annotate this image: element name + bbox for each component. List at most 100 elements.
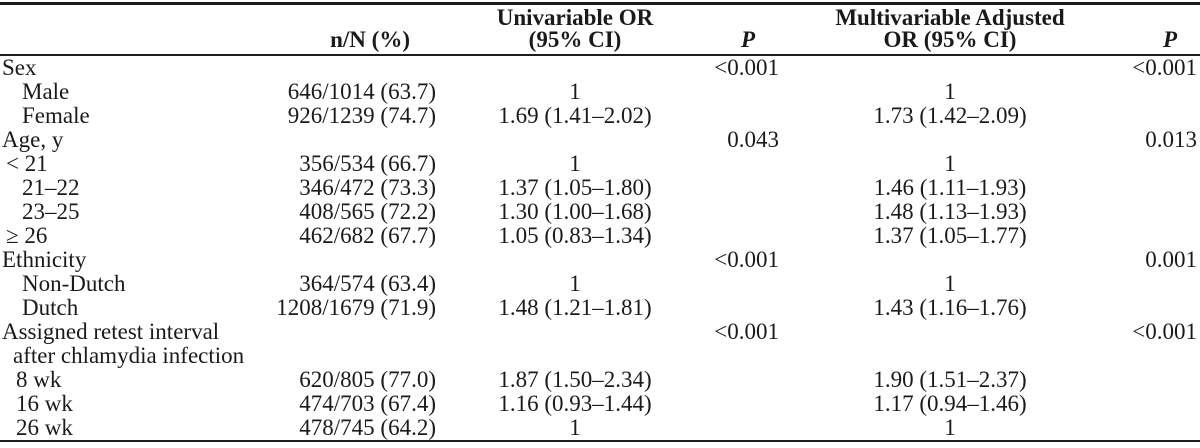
cell-n-n-pct <box>240 55 450 80</box>
table-row: 26 wk 478/745 (64.2) 1 1 <box>0 416 1200 441</box>
row-label: Age, y <box>2 127 64 152</box>
row-label: 21–22 <box>22 175 80 200</box>
cell-univariable-or: 1.37 (1.05–1.80) <box>498 175 652 200</box>
cell-n-n-pct: 474/703 (67.4) <box>299 391 436 416</box>
cell-multivariable-or: 1 <box>944 151 956 176</box>
cell-p-multivariable <box>1100 272 1200 296</box>
cell-univariable-or: 1.30 (1.00–1.68) <box>498 199 652 224</box>
cell-p-multivariable: 0.001 <box>1145 247 1197 272</box>
cell-n-n-pct: 478/745 (64.2) <box>299 415 436 440</box>
cell-multivariable-or: 1.90 (1.51–2.37) <box>873 367 1027 392</box>
cell-n-n-pct: 926/1239 (74.7) <box>287 103 436 128</box>
cell-p-univariable <box>700 104 800 128</box>
col-header-univariable-or: Univariable OR (95% CI) <box>496 5 654 52</box>
cell-n-n-pct: 408/565 (72.2) <box>299 199 436 224</box>
row-label: 8 wk <box>16 367 62 392</box>
cell-n-n-pct <box>240 320 450 368</box>
cell-p-multivariable <box>1100 200 1200 224</box>
cell-p-univariable <box>700 392 800 416</box>
cell-multivariable-or <box>800 248 1100 272</box>
cell-p-multivariable <box>1100 392 1200 416</box>
table-row: Dutch 1208/1679 (71.9) 1.48 (1.21–1.81) 1.4… <box>0 296 1200 320</box>
cell-p-multivariable <box>1100 104 1200 128</box>
row-label: < 21 <box>6 151 48 176</box>
table-row: Non-Dutch 364/574 (63.4) 1 1 <box>0 272 1200 296</box>
row-label: Sex <box>2 55 37 80</box>
cell-p-univariable: <0.001 <box>714 55 779 80</box>
cell-n-n-pct: 364/574 (63.4) <box>299 271 436 296</box>
cell-n-n-pct: 356/534 (66.7) <box>299 151 436 176</box>
table-row: Male 646/1014 (63.7) 1 1 <box>0 80 1200 104</box>
row-label: Non-Dutch <box>22 271 126 296</box>
cell-p-univariable <box>700 200 800 224</box>
cell-p-univariable <box>700 368 800 392</box>
cell-univariable-or: 1.05 (0.83–1.34) <box>498 223 652 248</box>
cell-univariable-or <box>450 248 700 272</box>
cell-univariable-or: 1 <box>569 271 581 296</box>
cell-p-univariable <box>700 296 800 320</box>
cell-p-univariable <box>700 272 800 296</box>
cell-p-multivariable: 0.013 <box>1145 127 1197 152</box>
table-row: 8 wk 620/805 (77.0) 1.87 (1.50–2.34) 1.90 (… <box>0 368 1200 392</box>
table-row: < 21 356/534 (66.7) 1 1 <box>0 152 1200 176</box>
table-body: Sex <0.001 <0.001 Male 646/1014 (63.7) 1 1 Fema… <box>0 55 1200 441</box>
cell-n-n-pct <box>240 248 450 272</box>
cell-univariable-or: 1.16 (0.93–1.44) <box>498 391 652 416</box>
cell-p-multivariable <box>1100 368 1200 392</box>
cell-p-multivariable: <0.001 <box>1132 55 1197 80</box>
cell-p-multivariable <box>1100 224 1200 248</box>
row-label: Dutch <box>22 295 79 320</box>
cell-multivariable-or: 1.73 (1.42–2.09) <box>873 103 1027 128</box>
cell-multivariable-or <box>800 128 1100 152</box>
cell-univariable-or <box>450 320 700 368</box>
cell-multivariable-or: 1.17 (0.94–1.46) <box>873 391 1027 416</box>
cell-univariable-or <box>450 55 700 80</box>
row-label: Female <box>22 103 90 128</box>
cell-multivariable-or <box>800 55 1100 80</box>
cell-p-multivariable <box>1100 152 1200 176</box>
table-row: Ethnicity <0.001 0.001 <box>0 248 1200 272</box>
cell-univariable-or: 1.69 (1.41–2.02) <box>498 103 652 128</box>
col-header-multivariable-or: Multivariable Adjusted OR (95% CI) <box>835 5 1065 52</box>
cell-n-n-pct <box>240 128 450 152</box>
cell-p-univariable <box>700 152 800 176</box>
table-row: 23–25 408/565 (72.2) 1.30 (1.00–1.68) 1.48 … <box>0 200 1200 224</box>
cell-p-multivariable <box>1100 80 1200 104</box>
table-row: Sex <0.001 <0.001 <box>0 55 1200 80</box>
table-row: Female 926/1239 (74.7) 1.69 (1.41–2.02) 1.7… <box>0 104 1200 128</box>
cell-p-univariable <box>700 224 800 248</box>
table-row: Assigned retest interval after chlamydia … <box>0 320 1200 368</box>
cell-univariable-or: 1 <box>569 79 581 104</box>
cell-multivariable-or <box>800 320 1100 368</box>
row-label: 26 wk <box>16 415 73 440</box>
row-label: Assigned retest interval after chlamydia … <box>2 319 245 368</box>
cell-p-multivariable <box>1100 416 1200 441</box>
cell-p-univariable: 0.043 <box>727 127 779 152</box>
table-row: 21–22 346/472 (73.3) 1.37 (1.05–1.80) 1.46 … <box>0 176 1200 200</box>
cell-p-univariable <box>700 416 800 441</box>
header-row: n/N (%) Univariable OR (95% CI) P Multiv… <box>0 4 1200 55</box>
cell-p-univariable: <0.001 <box>714 247 779 272</box>
cell-multivariable-or: 1.37 (1.05–1.77) <box>873 223 1027 248</box>
table-row: 16 wk 474/703 (67.4) 1.16 (0.93–1.44) 1.17 … <box>0 392 1200 416</box>
cell-p-multivariable <box>1100 176 1200 200</box>
cell-univariable-or <box>450 128 700 152</box>
row-label-continuation: after chlamydia infection <box>13 343 245 368</box>
row-label: 16 wk <box>16 391 73 416</box>
cell-n-n-pct: 346/472 (73.3) <box>299 175 436 200</box>
cell-univariable-or: 1.48 (1.21–1.81) <box>498 295 652 320</box>
cell-p-multivariable: <0.001 <box>1132 319 1197 344</box>
cell-multivariable-or: 1 <box>944 415 956 440</box>
cell-p-multivariable <box>1100 296 1200 320</box>
cell-n-n-pct: 620/805 (77.0) <box>299 367 436 392</box>
cell-n-n-pct: 462/682 (67.7) <box>299 223 436 248</box>
row-label: 23–25 <box>22 199 80 224</box>
cell-multivariable-or: 1.46 (1.11–1.93) <box>873 175 1027 200</box>
cell-n-n-pct: 1208/1679 (71.9) <box>276 295 436 320</box>
cell-univariable-or: 1 <box>569 151 581 176</box>
table-row: Age, y 0.043 0.013 <box>0 128 1200 152</box>
col-header-p-univariable: P <box>740 27 755 52</box>
row-label: Ethnicity <box>2 247 87 272</box>
cell-n-n-pct: 646/1014 (63.7) <box>287 79 436 104</box>
